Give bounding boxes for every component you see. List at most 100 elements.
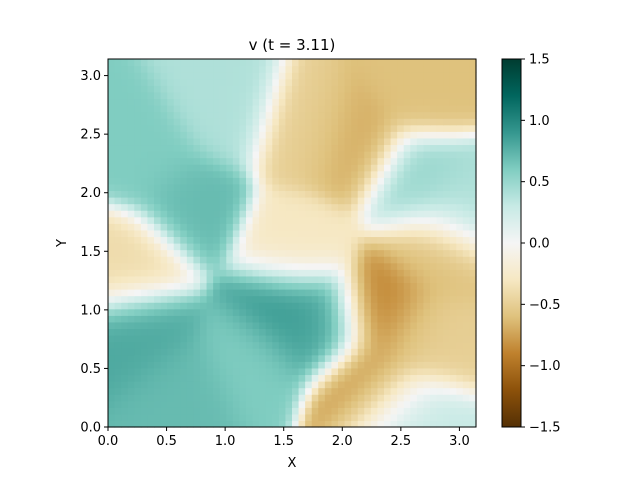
heatmap-cell <box>423 374 431 382</box>
heatmap-cell <box>436 190 444 198</box>
heatmap-cell <box>167 328 175 336</box>
heatmap-cell <box>436 348 444 356</box>
heatmap-cell <box>160 243 168 251</box>
heatmap-cell <box>344 335 352 343</box>
heatmap-cell <box>292 400 300 408</box>
heatmap-cell <box>469 315 477 323</box>
heatmap-cell <box>410 321 418 330</box>
heatmap-cell <box>180 328 188 336</box>
x-tick-label: 2.5 <box>391 434 412 449</box>
heatmap-cell <box>318 394 326 402</box>
heatmap-cell <box>311 341 319 349</box>
heatmap-cell <box>298 98 306 106</box>
heatmap-cell <box>377 118 385 126</box>
heatmap-cell <box>147 407 155 415</box>
heatmap-cell <box>140 59 149 67</box>
heatmap-cell <box>430 243 438 251</box>
heatmap-cell <box>108 302 116 310</box>
heatmap-cell <box>324 295 333 303</box>
heatmap-cell <box>377 203 385 211</box>
heatmap-cell <box>213 275 221 284</box>
heatmap-cell <box>443 197 451 205</box>
heatmap-cell <box>167 407 175 415</box>
heatmap-cell <box>134 249 142 257</box>
heatmap-cell <box>127 321 135 330</box>
heatmap-cell <box>252 348 260 356</box>
heatmap-cell <box>456 78 464 86</box>
heatmap-cell <box>108 328 116 336</box>
heatmap-cell <box>390 131 398 139</box>
heatmap-cell <box>193 78 201 86</box>
heatmap-cell <box>154 289 162 297</box>
heatmap-cell <box>397 236 405 244</box>
heatmap-cell <box>436 361 444 369</box>
heatmap-cell <box>298 210 306 218</box>
heatmap-cell <box>416 341 425 349</box>
heatmap-cell <box>232 85 241 93</box>
heatmap-cell <box>318 262 326 270</box>
heatmap-cell <box>206 170 214 178</box>
heatmap-cell <box>377 216 385 224</box>
heatmap-cell <box>416 269 425 277</box>
heatmap-cell <box>285 407 293 415</box>
heatmap-cell <box>370 131 379 139</box>
heatmap-cell <box>443 361 451 369</box>
heatmap-cell <box>403 164 411 172</box>
heatmap-cell <box>206 203 214 211</box>
heatmap-cell <box>134 223 142 231</box>
heatmap-cell <box>430 151 438 159</box>
heatmap-cell <box>351 203 359 211</box>
heatmap-cell <box>193 243 201 251</box>
heatmap-cell <box>173 256 181 264</box>
heatmap-cell <box>344 164 352 172</box>
heatmap-cell <box>318 72 326 80</box>
heatmap-cell <box>114 65 122 73</box>
heatmap-cell <box>206 144 214 152</box>
heatmap-cell <box>364 315 372 323</box>
heatmap-cell <box>219 210 227 218</box>
heatmap-cell <box>344 197 352 205</box>
heatmap-cell <box>298 335 306 343</box>
heatmap-cell <box>357 361 365 369</box>
heatmap-cell <box>410 374 418 382</box>
heatmap-cell <box>324 151 333 159</box>
heatmap-cell <box>127 111 135 119</box>
heatmap-cell <box>167 289 175 297</box>
heatmap-cell <box>456 216 464 224</box>
heatmap-cell <box>469 262 477 270</box>
heatmap-cell <box>114 289 122 297</box>
heatmap-cell <box>219 216 227 224</box>
heatmap-cell <box>239 210 247 218</box>
heatmap-cell <box>384 262 392 270</box>
heatmap-cell <box>430 118 438 126</box>
heatmap-cell <box>193 170 201 178</box>
heatmap-cell <box>410 170 418 178</box>
heatmap-cell <box>338 243 346 251</box>
heatmap-cell <box>318 177 326 185</box>
heatmap-cell <box>272 302 280 310</box>
heatmap-cell <box>259 190 267 198</box>
heatmap-cell <box>167 229 175 238</box>
heatmap-cell <box>298 91 306 100</box>
heatmap-cell <box>173 91 181 100</box>
heatmap-cell <box>154 381 162 389</box>
heatmap-cell <box>338 394 346 402</box>
heatmap-cell <box>272 105 280 113</box>
heatmap-cell <box>246 289 254 297</box>
heatmap-cell <box>127 157 135 165</box>
heatmap-cell <box>239 387 247 395</box>
heatmap-cell <box>410 295 418 303</box>
heatmap-cell <box>344 348 352 356</box>
heatmap-cell <box>416 315 425 323</box>
heatmap-cell <box>344 361 352 369</box>
heatmap-cell <box>364 262 372 270</box>
heatmap-cell <box>318 190 326 198</box>
heatmap-cell <box>311 85 319 93</box>
heatmap-cell <box>403 413 411 422</box>
heatmap-cell <box>351 137 359 146</box>
heatmap-cell <box>147 105 155 113</box>
heatmap-cell <box>305 210 313 218</box>
heatmap-cell <box>305 354 313 362</box>
heatmap-cell <box>311 262 319 270</box>
heatmap-cell <box>213 361 221 369</box>
